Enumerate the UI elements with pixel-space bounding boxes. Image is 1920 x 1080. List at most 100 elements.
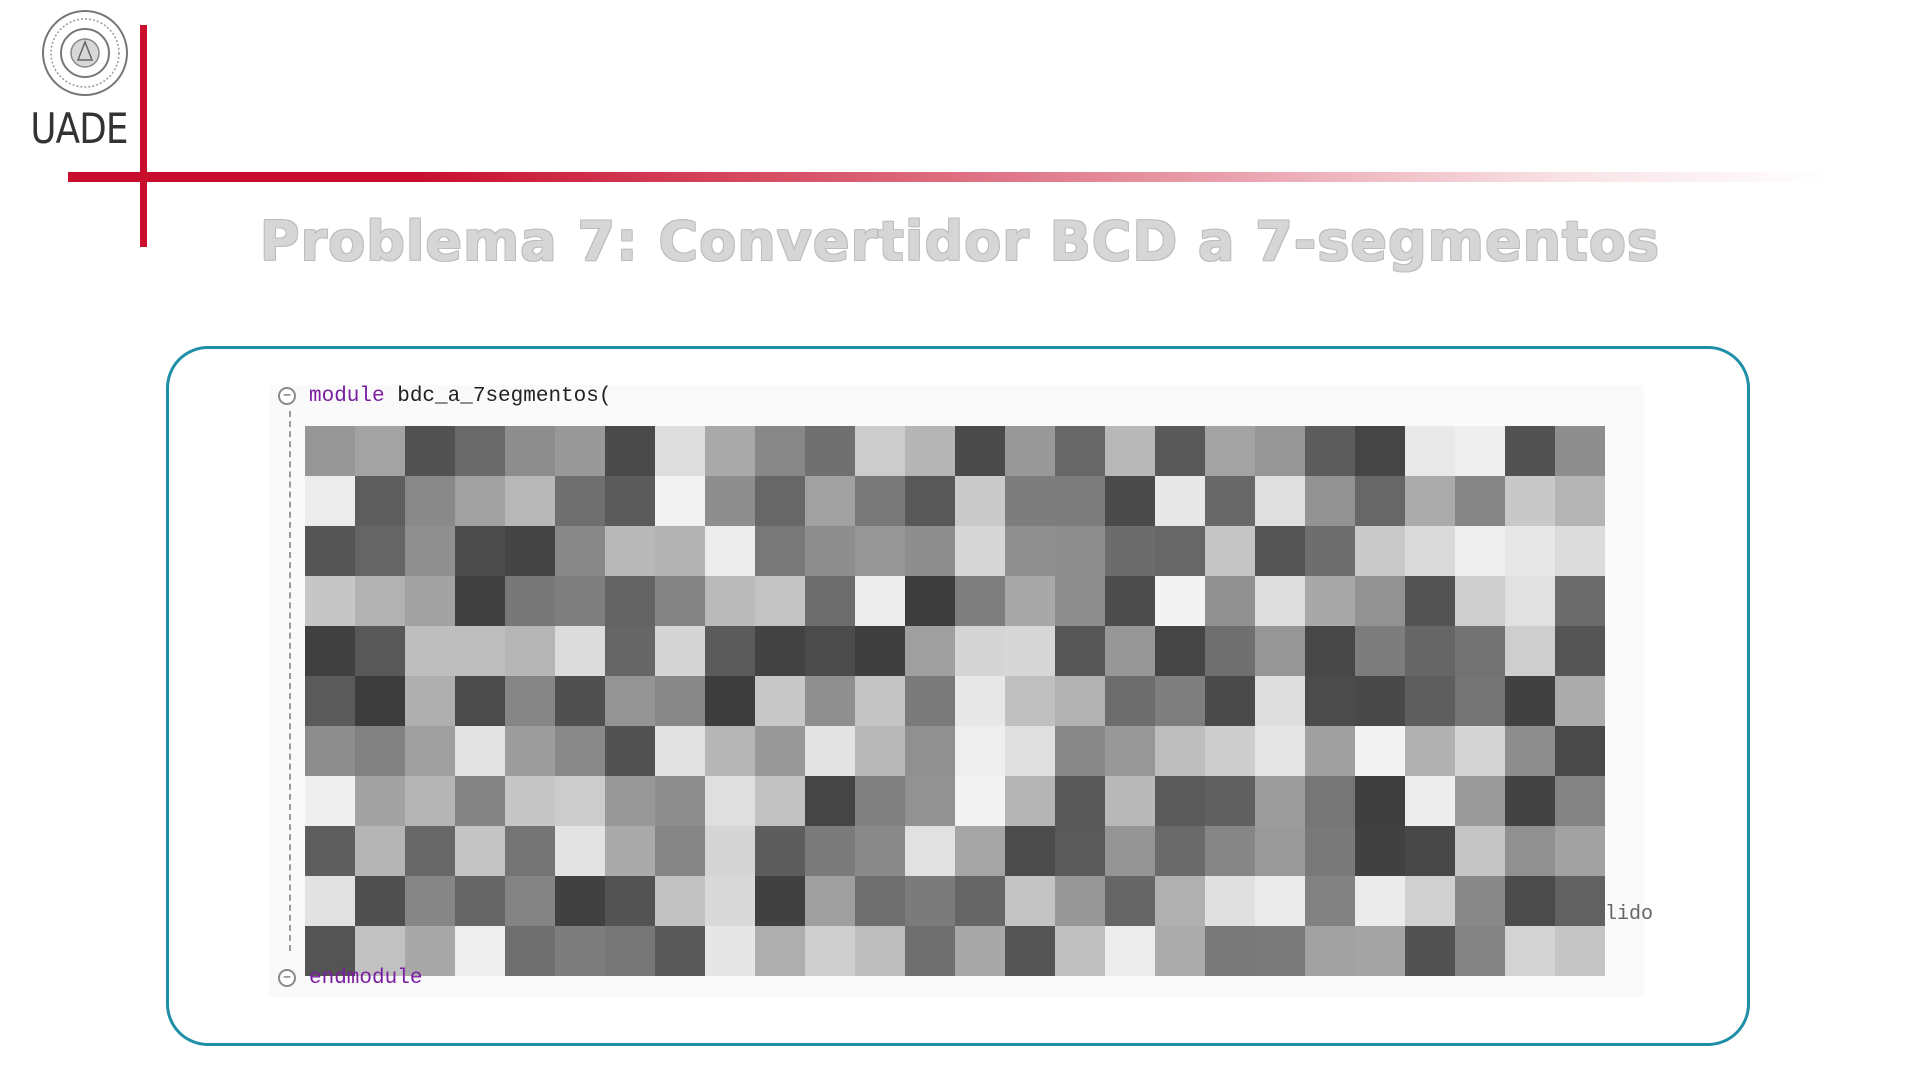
- mosaic-cell: [655, 926, 705, 976]
- mosaic-cell: [1055, 526, 1105, 576]
- mosaic-cell: [1455, 876, 1505, 926]
- mosaic-cell: [755, 926, 805, 976]
- mosaic-cell: [1505, 526, 1555, 576]
- mosaic-cell: [1405, 726, 1455, 776]
- mosaic-cell: [855, 876, 905, 926]
- mosaic-cell: [505, 926, 555, 976]
- mosaic-cell: [555, 676, 605, 726]
- fold-guide: [289, 411, 291, 951]
- mosaic-cell: [1155, 576, 1205, 626]
- mosaic-cell: [605, 876, 655, 926]
- mosaic-cell: [905, 726, 955, 776]
- mosaic-cell: [1305, 526, 1355, 576]
- collapse-icon[interactable]: −: [278, 969, 296, 987]
- mosaic-cell: [305, 726, 355, 776]
- mosaic-cell: [1055, 876, 1105, 926]
- mosaic-cell: [1055, 476, 1105, 526]
- mosaic-cell: [1055, 576, 1105, 626]
- mosaic-cell: [1455, 826, 1505, 876]
- mosaic-cell: [555, 776, 605, 826]
- mosaic-cell: [755, 776, 805, 826]
- mosaic-cell: [605, 526, 655, 576]
- mosaic-cell: [1155, 876, 1205, 926]
- mosaic-cell: [1355, 826, 1405, 876]
- mosaic-cell: [355, 776, 405, 826]
- mosaic-cell: [1005, 426, 1055, 476]
- mosaic-cell: [1405, 826, 1455, 876]
- mosaic-cell: [1305, 876, 1355, 926]
- mosaic-cell: [755, 626, 805, 676]
- mosaic-cell: [1405, 526, 1455, 576]
- collapse-icon[interactable]: −: [278, 387, 296, 405]
- mosaic-cell: [655, 476, 705, 526]
- mosaic-cell: [505, 826, 555, 876]
- mosaic-cell: [1205, 826, 1255, 876]
- mosaic-cell: [1055, 926, 1105, 976]
- mosaic-cell: [555, 426, 605, 476]
- mosaic-cell: [505, 776, 555, 826]
- mosaic-cell: [1105, 676, 1155, 726]
- mosaic-cell: [1155, 826, 1205, 876]
- mosaic-cell: [1105, 626, 1155, 676]
- mosaic-cell: [905, 576, 955, 626]
- mosaic-cell: [605, 776, 655, 826]
- mosaic-cell: [755, 576, 805, 626]
- mosaic-cell: [1255, 926, 1305, 976]
- mosaic-cell: [1455, 426, 1505, 476]
- mosaic-cell: [855, 426, 905, 476]
- mosaic-cell: [1455, 576, 1505, 626]
- mosaic-cell: [505, 526, 555, 576]
- mosaic-cell: [1105, 726, 1155, 776]
- mosaic-cell: [655, 626, 705, 676]
- mosaic-cell: [1505, 876, 1555, 926]
- mosaic-cell: [1005, 526, 1055, 576]
- mosaic-cell: [405, 676, 455, 726]
- mosaic-cell: [905, 776, 955, 826]
- mosaic-cell: [1055, 426, 1105, 476]
- mosaic-cell: [1255, 526, 1305, 576]
- mosaic-cell: [455, 926, 505, 976]
- mosaic-cell: [1405, 426, 1455, 476]
- mosaic-cell: [1055, 676, 1105, 726]
- mosaic-cell: [955, 876, 1005, 926]
- mosaic-cell: [1405, 876, 1455, 926]
- mosaic-cell: [1005, 776, 1055, 826]
- mosaic-cell: [1305, 726, 1355, 776]
- mosaic-cell: [755, 876, 805, 926]
- mosaic-cell: [1005, 476, 1055, 526]
- mosaic-cell: [905, 676, 955, 726]
- mosaic-cell: [1555, 826, 1605, 876]
- mosaic-cell: [955, 476, 1005, 526]
- mosaic-cell: [1455, 776, 1505, 826]
- mosaic-cell: [1355, 726, 1405, 776]
- slide-title: Problema 7: Convertidor BCD a 7-segmento…: [259, 210, 1661, 273]
- mosaic-cell: [905, 476, 955, 526]
- mosaic-cell: [1305, 426, 1355, 476]
- mosaic-cell: [805, 576, 855, 626]
- mosaic-cell: [355, 476, 405, 526]
- mosaic-cell: [1005, 926, 1055, 976]
- mosaic-cell: [1205, 926, 1255, 976]
- mosaic-cell: [1105, 476, 1155, 526]
- mosaic-cell: [555, 826, 605, 876]
- mosaic-cell: [905, 626, 955, 676]
- mosaic-cell: [1205, 576, 1255, 626]
- mosaic-cell: [655, 526, 705, 576]
- mosaic-cell: [655, 876, 705, 926]
- mosaic-cell: [1555, 476, 1605, 526]
- mosaic-cell: [305, 476, 355, 526]
- mosaic-cell: [505, 876, 555, 926]
- mosaic-cell: [1255, 426, 1305, 476]
- mosaic-cell: [755, 476, 805, 526]
- mosaic-cell: [505, 576, 555, 626]
- mosaic-cell: [705, 476, 755, 526]
- mosaic-cell: [605, 426, 655, 476]
- mosaic-cell: [305, 576, 355, 626]
- mosaic-cell: [605, 926, 655, 976]
- mosaic-cell: [455, 426, 505, 476]
- mosaic-cell: [405, 526, 455, 576]
- mosaic-cell: [555, 526, 605, 576]
- mosaic-cell: [555, 626, 605, 676]
- mosaic-cell: [455, 526, 505, 576]
- mosaic-cell: [605, 576, 655, 626]
